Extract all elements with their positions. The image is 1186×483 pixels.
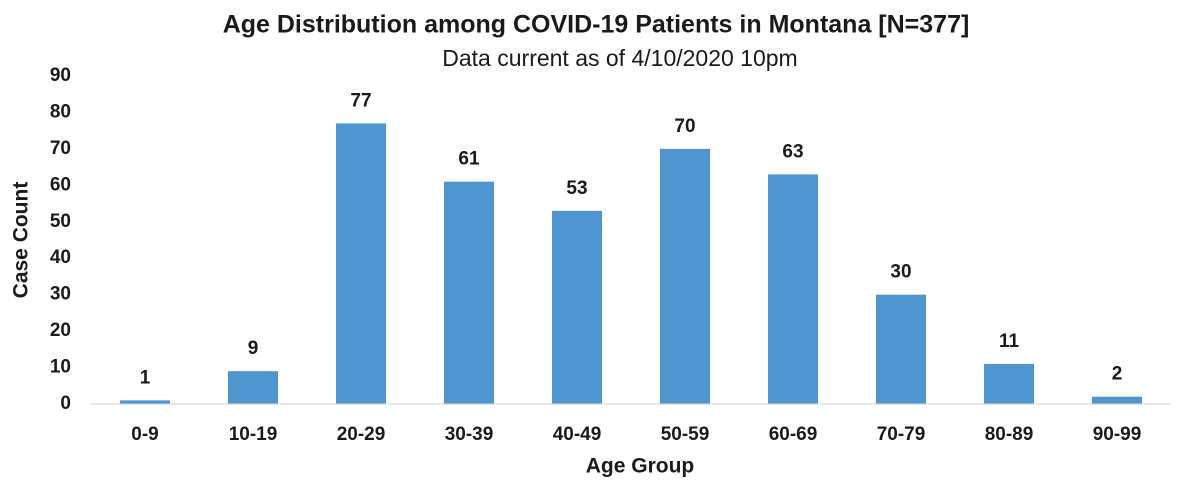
- x-tick-label: 0-9: [131, 424, 158, 445]
- bar: [660, 148, 710, 404]
- x-tick-label: 90-99: [1093, 424, 1142, 445]
- x-tick-label: 50-59: [661, 424, 710, 445]
- y-tick-label: 60: [50, 174, 71, 195]
- y-tick-label: 50: [50, 211, 71, 232]
- bar: [444, 181, 494, 404]
- data-label: 61: [458, 149, 480, 170]
- x-tick-label: 20-29: [337, 424, 386, 445]
- bar: [552, 210, 602, 404]
- x-tick-label: 70-79: [877, 424, 926, 445]
- bar: [228, 371, 278, 404]
- y-tick-label: 0: [60, 393, 71, 414]
- bar: [768, 174, 818, 404]
- y-tick-label: 80: [50, 101, 71, 122]
- chart-subtitle: Data current as of 4/10/2020 10pm: [442, 45, 797, 71]
- bar: [336, 123, 386, 404]
- bar: [876, 294, 926, 404]
- x-axis-label: Age Group: [586, 455, 695, 478]
- y-axis-label: Case Count: [10, 182, 33, 299]
- y-tick-label: 70: [50, 138, 71, 159]
- data-label: 30: [890, 262, 911, 283]
- data-label: 1: [140, 367, 151, 388]
- y-tick-label: 90: [50, 65, 71, 86]
- data-label: 63: [782, 141, 803, 162]
- bar: [120, 400, 170, 404]
- y-tick-label: 30: [50, 284, 71, 305]
- y-tick-label: 40: [50, 247, 71, 268]
- chart-title: Age Distribution among COVID-19 Patients…: [223, 11, 970, 39]
- data-label: 70: [674, 116, 695, 137]
- bar: [1092, 396, 1142, 404]
- x-tick-label: 10-19: [229, 424, 278, 445]
- data-label: 53: [566, 178, 587, 199]
- bar: [984, 363, 1034, 404]
- data-label: 9: [248, 338, 259, 359]
- data-label: 2: [1112, 364, 1123, 385]
- data-label: 11: [999, 331, 1020, 352]
- x-tick-label: 80-89: [985, 424, 1034, 445]
- x-tick-label: 60-69: [769, 424, 818, 445]
- x-tick-label: 40-49: [553, 424, 602, 445]
- x-tick-label: 30-39: [445, 424, 494, 445]
- y-tick-label: 20: [50, 320, 71, 341]
- y-tick-label: 10: [50, 357, 71, 378]
- data-label: 77: [350, 90, 371, 111]
